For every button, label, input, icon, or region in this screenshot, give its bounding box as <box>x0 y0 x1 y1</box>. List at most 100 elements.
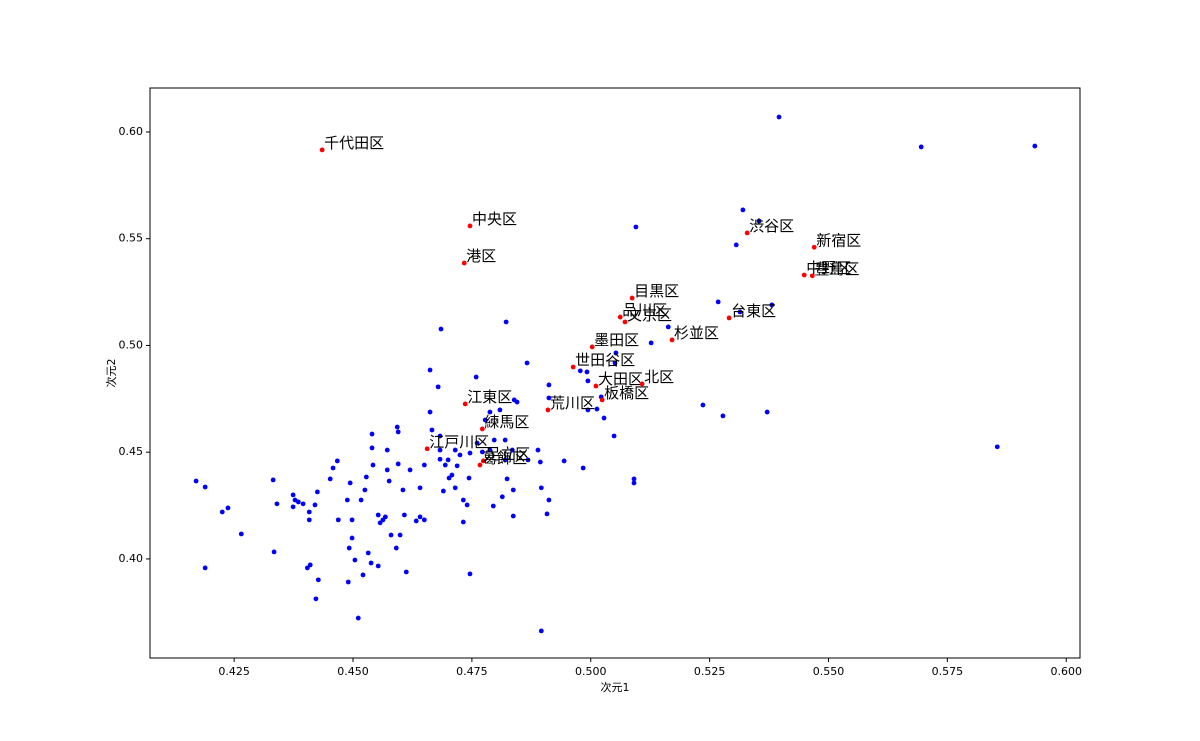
point <box>633 224 639 230</box>
point <box>454 463 460 469</box>
point <box>487 409 493 415</box>
point <box>442 462 448 468</box>
point <box>617 314 623 320</box>
point <box>594 406 600 412</box>
point <box>306 517 312 523</box>
point-label: 中央区 <box>472 210 517 228</box>
x-tick-label: 0.550 <box>813 665 845 678</box>
x-tick-label: 0.425 <box>218 665 250 678</box>
point <box>437 456 443 462</box>
point <box>504 476 510 482</box>
point <box>362 487 368 493</box>
point <box>394 424 400 430</box>
point <box>480 458 486 464</box>
point <box>613 350 619 356</box>
point <box>438 326 444 332</box>
point <box>535 447 541 453</box>
point <box>776 114 782 120</box>
y-tick-label: 0.50 <box>119 338 144 351</box>
point <box>593 383 599 389</box>
point <box>290 492 296 498</box>
point-label: 江東区 <box>467 388 512 406</box>
point <box>629 295 635 301</box>
point <box>393 545 399 551</box>
point <box>445 457 451 463</box>
point <box>358 497 364 503</box>
point-label: 板橋区 <box>604 384 649 402</box>
point <box>460 497 466 503</box>
point <box>395 429 401 435</box>
point <box>715 299 721 305</box>
point <box>584 369 590 375</box>
point <box>382 514 388 520</box>
point <box>202 565 208 571</box>
point <box>497 407 503 413</box>
point <box>290 504 296 510</box>
point <box>546 395 552 401</box>
point <box>502 457 508 463</box>
point <box>375 512 381 518</box>
point <box>622 319 628 325</box>
point <box>487 447 493 453</box>
point <box>510 513 516 519</box>
point <box>461 260 467 266</box>
point <box>479 426 485 432</box>
point-label: 墨田区 <box>594 331 639 349</box>
point <box>238 531 244 537</box>
point <box>307 562 313 568</box>
point <box>401 512 407 518</box>
point <box>424 446 430 452</box>
point <box>490 503 496 509</box>
point <box>313 596 319 602</box>
point <box>365 550 371 556</box>
point <box>464 502 470 508</box>
point <box>225 505 231 511</box>
point <box>300 501 306 507</box>
point <box>669 337 675 343</box>
point-label: 千代田区 <box>324 134 384 152</box>
point <box>334 458 340 464</box>
point <box>397 532 403 538</box>
point <box>525 457 531 463</box>
point-label: 文京区 <box>627 306 672 324</box>
point <box>809 273 815 279</box>
point <box>570 364 576 370</box>
point <box>665 324 671 330</box>
point <box>467 571 473 577</box>
point <box>271 549 277 555</box>
point <box>347 480 353 486</box>
point <box>577 368 583 374</box>
y-axis-label: 次元2 <box>104 359 118 388</box>
point-label: 新宿区 <box>816 231 861 249</box>
point <box>427 367 433 373</box>
point <box>429 427 435 433</box>
point <box>315 577 321 583</box>
point <box>580 465 586 471</box>
point <box>648 340 654 346</box>
point-label: 港区 <box>466 247 496 265</box>
point <box>344 497 350 503</box>
point <box>918 144 924 150</box>
point <box>546 382 552 388</box>
point-label: 荒川区 <box>550 394 595 412</box>
y-tick-label: 0.55 <box>119 232 144 245</box>
point <box>538 485 544 491</box>
point <box>601 415 607 421</box>
point <box>403 569 409 575</box>
point <box>384 467 390 473</box>
point <box>744 230 750 236</box>
y-tick-label: 0.40 <box>119 552 144 565</box>
point <box>511 397 517 403</box>
point <box>388 532 394 538</box>
point <box>764 409 770 415</box>
point <box>538 628 544 634</box>
point-label: 品川区 <box>622 301 667 319</box>
point <box>349 535 355 541</box>
point <box>811 244 817 250</box>
point <box>611 433 617 439</box>
point <box>477 462 483 468</box>
point <box>327 476 333 482</box>
point <box>375 563 381 569</box>
point <box>437 433 443 439</box>
